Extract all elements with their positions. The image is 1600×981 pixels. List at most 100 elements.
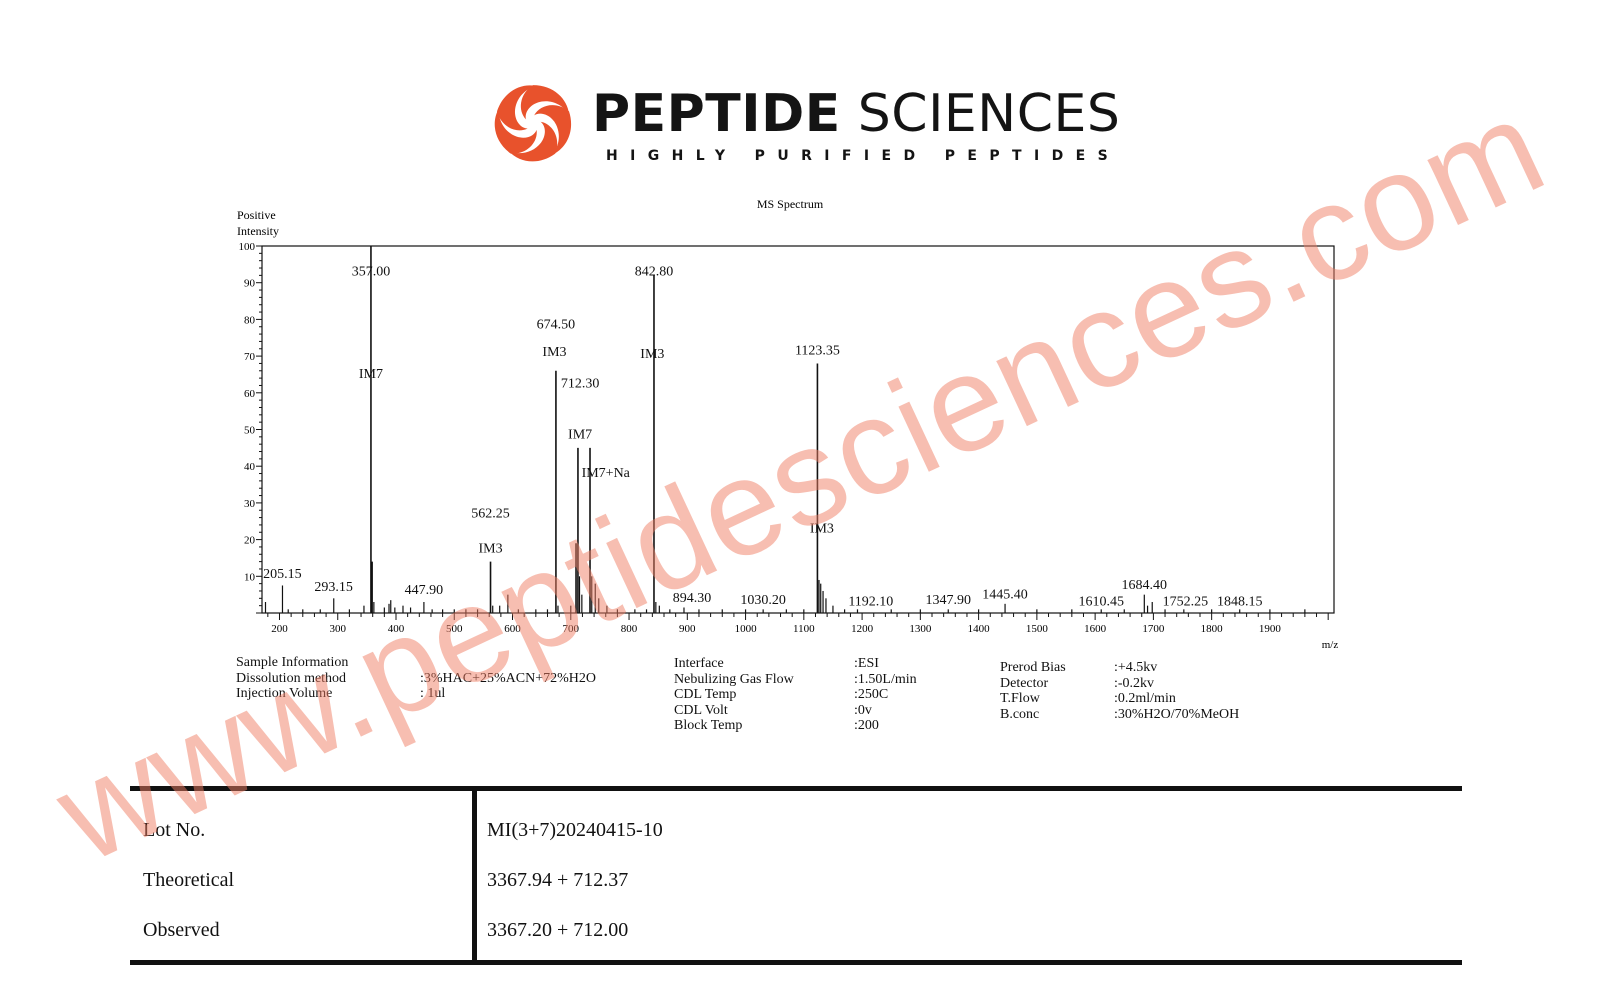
prerod-bias-value: :+4.5kv xyxy=(1114,660,1158,675)
interface-value: :ESI xyxy=(854,656,879,671)
table-top-rule xyxy=(130,786,1462,791)
dissolution-label: Dissolution method xyxy=(236,670,347,686)
x-tick-label: 200 xyxy=(271,623,288,635)
y-tick-label: 90 xyxy=(244,278,256,290)
cdl-temp-value: :250C xyxy=(854,687,889,702)
chart-title: MS Spectrum xyxy=(757,197,824,211)
block-temp-value: :200 xyxy=(854,718,879,733)
x-tick-label: 600 xyxy=(504,623,521,635)
x-tick-label: 1400 xyxy=(968,623,991,635)
peak-label: IM7 xyxy=(568,428,592,443)
lot-number-value: MI(3+7)20240415-10 xyxy=(487,819,663,841)
peak-label: 205.15 xyxy=(263,567,302,582)
table-column-divider xyxy=(472,786,477,964)
brand-tagline: HIGHLY PURIFIED PEPTIDES xyxy=(606,148,1121,164)
peak-label: 674.50 xyxy=(537,318,576,333)
gas-flow-value: :1.50L/min xyxy=(854,671,917,687)
x-tick-label: 700 xyxy=(563,623,580,635)
dissolution-value: :3%HAC+25%ACN+72%H2O xyxy=(420,670,597,686)
y-tick-label: 30 xyxy=(244,498,256,510)
y-tick-label: 20 xyxy=(244,535,256,547)
y-tick-label: 40 xyxy=(244,461,256,473)
x-tick-label: 1000 xyxy=(735,623,758,635)
peak-label: 1752.25 xyxy=(1163,595,1209,610)
x-tick-label: 300 xyxy=(329,623,346,635)
x-tick-label: 400 xyxy=(388,623,405,635)
interface-label: Interface xyxy=(674,656,724,671)
peak-label: 1445.40 xyxy=(982,587,1028,602)
x-tick-label: 1800 xyxy=(1201,623,1224,635)
peak-label: 1347.90 xyxy=(926,593,972,608)
y-tick-label: 80 xyxy=(244,314,256,326)
peak-label: 712.30 xyxy=(561,376,600,391)
cdl-volt-label: CDL Volt xyxy=(674,702,728,718)
x-tick-label: 1500 xyxy=(1026,623,1049,635)
brand-name: PEPTIDE SCIENCES xyxy=(592,84,1120,144)
peak-label: 357.00 xyxy=(352,264,391,279)
lot-table: Lot No. MI(3+7)20240415-10 Theoretical 3… xyxy=(130,786,1462,965)
x-tick-label: 1600 xyxy=(1084,623,1107,635)
gas-flow-label: Nebulizing Gas Flow xyxy=(674,671,794,687)
detector-value: :-0.2kv xyxy=(1114,675,1155,691)
bconc-value: :30%H2O/70%MeOH xyxy=(1114,706,1240,722)
peak-label: IM3 xyxy=(542,345,566,360)
peak-label: 1684.40 xyxy=(1122,578,1168,593)
instrument-labels-1: Interface Nebulizing Gas Flow CDL Temp C… xyxy=(674,656,794,734)
sample-info-heading: Sample Information xyxy=(236,655,349,670)
instrument-labels-2: Prerod Bias Detector T.Flow B.conc xyxy=(1000,660,1066,722)
x-tick-label: 1700 xyxy=(1142,623,1165,635)
x-tick-label: 800 xyxy=(621,623,638,635)
peak-label: IM7+Na xyxy=(582,466,631,481)
peak-label: 1848.15 xyxy=(1217,595,1263,610)
plot-frame xyxy=(261,245,1335,614)
ms-spectrum-chart: 10 20 30 40 50 60 70 80 90 100 200 300 400 500 600 700… xyxy=(237,197,1339,651)
x-tick-label: 1100 xyxy=(793,623,815,635)
peak-label: IM3 xyxy=(478,541,502,556)
peak-label: IM3 xyxy=(640,347,664,362)
brand-logo: PEPTIDE SCIENCES HIGHLY PURIFIED PEPTIDE… xyxy=(490,78,1130,174)
theoretical-label: Theoretical xyxy=(143,869,235,891)
peak-label: 842.80 xyxy=(635,264,674,279)
instrument-values-1: :ESI :1.50L/min :250C :0v :200 xyxy=(854,656,917,734)
sample-info-labels: Sample Information Dissolution method In… xyxy=(236,655,348,702)
x-tick-label: 500 xyxy=(446,623,463,635)
table-bottom-rule xyxy=(130,960,1462,965)
bconc-label: B.conc xyxy=(1000,706,1040,722)
brand-name-bold: PEPTIDE xyxy=(592,84,841,144)
x-tick-label: 1300 xyxy=(909,623,932,635)
observed-label: Observed xyxy=(143,919,220,941)
cdl-volt-value: :0v xyxy=(854,702,872,718)
observed-value: 3367.20 + 712.00 xyxy=(487,919,629,941)
peak-label: 1610.45 xyxy=(1078,595,1124,610)
peak-label: 293.15 xyxy=(314,580,353,595)
prerod-bias-label: Prerod Bias xyxy=(1000,660,1066,675)
injection-value: : 1ul xyxy=(420,686,446,701)
x-axis-label: m/z xyxy=(1322,639,1339,651)
cdl-temp-label: CDL Temp xyxy=(674,687,737,702)
peak-label: 1192.10 xyxy=(848,595,893,610)
x-tick-label: 900 xyxy=(679,623,696,635)
y-tick-label: 60 xyxy=(244,388,256,400)
peak-label: 447.90 xyxy=(405,583,444,598)
y-axis-label-line2: Intensity xyxy=(237,224,279,238)
x-tick-label: 1200 xyxy=(851,623,874,635)
lot-number-label: Lot No. xyxy=(143,819,206,841)
peak-label: IM7 xyxy=(359,367,383,382)
y-tick-label: 50 xyxy=(244,425,256,437)
y-tick-label: 10 xyxy=(244,571,256,583)
peak-label: 562.25 xyxy=(471,507,510,522)
injection-label: Injection Volume xyxy=(236,686,333,701)
y-tick-label: 70 xyxy=(244,351,256,363)
block-temp-label: Block Temp xyxy=(674,718,743,733)
theoretical-value: 3367.94 + 712.37 xyxy=(487,869,629,891)
instrument-values-2: :+4.5kv :-0.2kv :0.2ml/min :30%H2O/70%Me… xyxy=(1114,660,1239,722)
peak-label: 1123.35 xyxy=(795,343,840,358)
detector-label: Detector xyxy=(1000,675,1049,691)
brand-name-light: SCIENCES xyxy=(857,84,1121,144)
peak-label: 894.30 xyxy=(673,591,712,606)
tflow-label: T.Flow xyxy=(1000,691,1040,706)
y-tick-label: 100 xyxy=(239,241,256,253)
peak-label: IM3 xyxy=(810,521,834,536)
y-axis-label-line1: Positive xyxy=(237,208,276,222)
tflow-value: :0.2ml/min xyxy=(1114,691,1176,706)
